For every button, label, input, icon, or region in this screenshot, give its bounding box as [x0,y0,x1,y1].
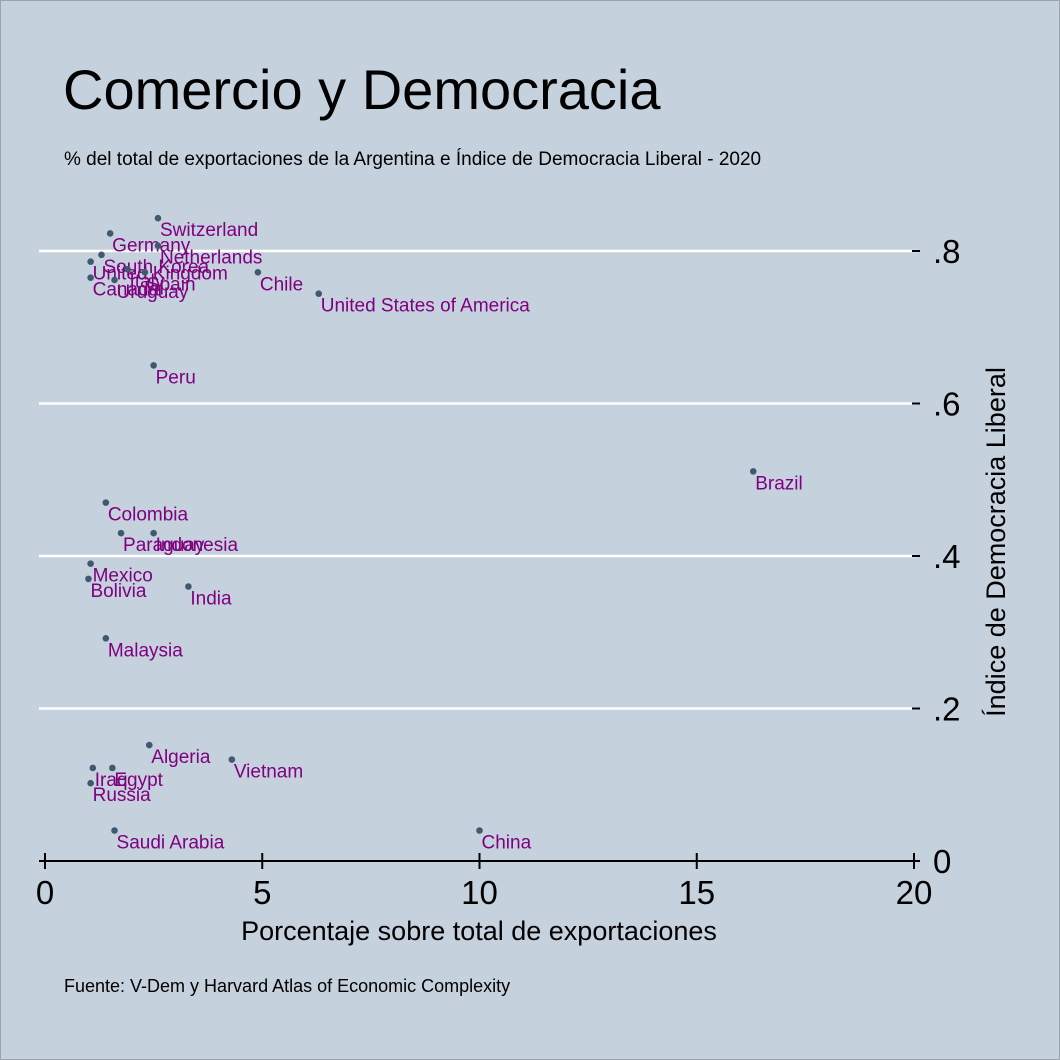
point-label: Saudi Arabia [117,833,225,854]
data-point [315,290,323,298]
point-label: Iraq [95,770,128,791]
y-axis-label: Índice de Democracia Liberal [981,367,1011,717]
point-label: Vietnam [234,762,303,783]
point-label: China [482,833,532,854]
data-point [150,529,157,537]
point-label: Uruguay [117,282,189,303]
data-point [154,242,162,249]
data-point [109,764,116,772]
point-label: Egypt [114,770,163,791]
x-tick-label: 5 [253,874,271,911]
data-point [87,274,94,281]
data-point [111,827,118,834]
point-label: United States of America [321,296,531,317]
data-point [87,560,94,567]
point-label: Spain [147,274,196,295]
y-tick-label: .4 [933,538,961,575]
point-label: Russia [93,785,152,806]
x-tick-label: 20 [896,874,933,911]
point-label: Paraguay [123,535,205,556]
y-tick-label: .6 [933,386,961,423]
y-axis-ticks: 0 .2 .4 .6 .8 [912,233,961,880]
point-label: India [190,589,232,610]
point-label: Bolivia [90,581,146,602]
x-tick-label: 15 [678,874,715,911]
point-label: Malaysia [108,640,183,661]
chart-title: Comercio y Democracia [63,58,661,121]
gridlines [39,249,918,710]
data-point [228,756,236,763]
data-point [89,764,97,772]
point-label: Germany [112,235,191,256]
point-label: South Korea [103,257,209,278]
data-point [87,258,94,265]
source-note: Fuente: V-Dem y Harvard Atlas of Economi… [64,976,511,996]
chart-subtitle: % del total de exportaciones de la Argen… [64,149,762,170]
point-label: Switzerland [160,220,258,241]
data-point [145,741,153,749]
data-point [254,269,262,276]
x-tick-label: 10 [461,874,498,911]
data-point [154,214,162,222]
data-point [102,499,110,506]
point-label: Canada [93,280,160,301]
point-label: Indonesia [156,535,239,556]
data-point [117,529,125,537]
point-label: Peru [156,367,196,388]
data-point [98,251,105,259]
point-label: Brazil [755,473,803,494]
point-label: Mexico [93,566,153,587]
y-tick-label: 0 [933,843,951,880]
x-tick-label: 0 [36,874,54,911]
data-point [141,269,149,276]
data-point [124,266,131,273]
x-axis-label: Porcentaje sobre total de exportaciones [241,916,717,946]
data-point [102,635,110,642]
data-point [749,468,757,475]
point-label: Netherlands [160,248,262,269]
data-point [111,276,118,284]
data-point [185,583,192,590]
x-axis-ticks: 0 5 10 15 20 [36,853,933,911]
point-label: Algeria [151,747,211,768]
data-point [85,575,92,583]
data-point [106,230,114,237]
point-label: Chile [260,274,303,295]
data-point [87,779,94,787]
point-label: Colombia [108,505,189,526]
point-label: Italy [130,271,165,292]
data-point [476,827,483,834]
y-tick-label: .8 [933,233,961,270]
data-point [150,362,157,369]
y-tick-label: .2 [933,691,961,728]
